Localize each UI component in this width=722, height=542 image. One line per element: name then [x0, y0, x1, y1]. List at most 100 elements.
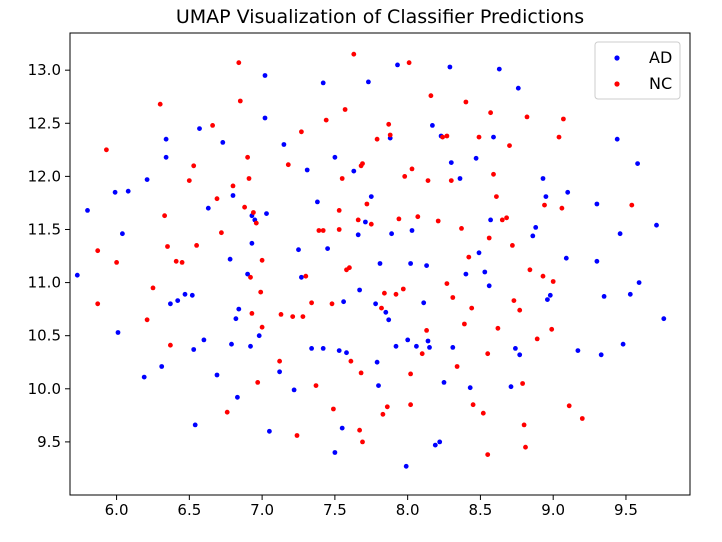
point-nc [339, 176, 345, 181]
point-nc [380, 411, 386, 417]
point-ad [414, 343, 419, 349]
point-nc [386, 121, 392, 127]
point-ad [227, 256, 233, 262]
point-nc [480, 410, 486, 416]
point-ad [267, 428, 272, 434]
point-nc [387, 132, 393, 138]
point-ad [614, 136, 620, 142]
point-ad [654, 222, 659, 228]
point-nc [329, 301, 335, 307]
point-nc [520, 381, 525, 386]
point-ad [565, 189, 571, 195]
point-nc [299, 129, 304, 135]
x-tick-label: 9.5 [614, 501, 638, 519]
x-tick-label: 6.0 [105, 501, 129, 519]
point-nc [214, 196, 220, 202]
chart-title: UMAP Visualization of Classifier Predict… [176, 6, 584, 28]
point-ad [373, 301, 378, 307]
point-ad [545, 297, 550, 302]
point-nc [408, 402, 413, 408]
point-nc [360, 161, 365, 167]
point-ad [376, 383, 381, 388]
point-ad [189, 292, 195, 298]
point-nc [277, 358, 282, 364]
point-ad [473, 155, 479, 161]
point-nc [245, 154, 251, 160]
point-nc [462, 321, 467, 327]
point-nc [358, 370, 364, 376]
point-ad [441, 380, 447, 385]
point-ad [421, 300, 427, 306]
point-nc [435, 218, 441, 224]
point-ad [547, 292, 553, 298]
point-nc [469, 305, 475, 311]
point-nc [303, 273, 309, 279]
point-nc [259, 257, 265, 263]
point-ad [245, 271, 251, 277]
point-nc [559, 205, 565, 211]
point-nc [424, 328, 429, 333]
point-ad [235, 394, 240, 400]
point-nc [224, 409, 230, 415]
point-ad [496, 66, 502, 72]
point-ad [432, 442, 438, 448]
point-nc [95, 301, 101, 307]
point-nc [150, 285, 156, 291]
point-nc [104, 147, 109, 153]
point-ad [336, 348, 342, 353]
point-nc [494, 194, 499, 200]
point-ad [366, 79, 371, 85]
point-ad [115, 330, 121, 335]
point-nc [470, 402, 476, 408]
point-nc [173, 258, 179, 264]
point-nc [524, 114, 530, 120]
point-ad [248, 343, 253, 349]
point-ad [517, 352, 523, 358]
point-ad [620, 341, 626, 347]
point-nc [230, 183, 236, 189]
point-ad [256, 333, 262, 339]
point-ad [467, 385, 473, 391]
point-ad [214, 372, 220, 378]
legend-label-nc: NC [649, 74, 672, 93]
point-ad [386, 317, 392, 323]
point-nc [242, 204, 248, 210]
point-nc [368, 221, 374, 227]
point-nc [382, 290, 387, 296]
point-ad [262, 73, 268, 78]
point-ad [230, 193, 236, 198]
point-nc [566, 403, 572, 409]
point-ad [661, 316, 667, 322]
x-axis: 6.0 6.5 7.0 7.5 8.0 8.5 9.0 9.5 [105, 495, 638, 519]
point-ad [325, 246, 330, 252]
point-nc [491, 171, 496, 177]
point-nc [466, 254, 472, 260]
point-nc [499, 217, 505, 223]
legend: AD NC [594, 41, 681, 100]
point-nc [550, 279, 556, 284]
point-ad [427, 345, 432, 350]
point-ad [513, 346, 518, 351]
point-nc [237, 98, 243, 104]
point-ad [594, 258, 600, 264]
point-nc [351, 51, 357, 57]
y-tick-label: 9.5 [37, 433, 61, 451]
point-nc [406, 60, 412, 66]
point-ad [141, 374, 147, 380]
point-nc [428, 93, 434, 99]
point-ad [309, 346, 314, 351]
point-nc [144, 317, 150, 323]
plot-area-frame [69, 32, 691, 496]
point-nc [415, 214, 421, 220]
point-nc [510, 243, 515, 248]
point-nc [527, 267, 533, 273]
point-ad [368, 194, 374, 200]
point-ad [205, 205, 211, 211]
point-ad [409, 228, 415, 233]
point-nc [409, 166, 415, 172]
point-ad [383, 309, 389, 315]
point-nc [364, 201, 370, 207]
point-ad [85, 208, 90, 213]
point-nc [285, 162, 291, 168]
